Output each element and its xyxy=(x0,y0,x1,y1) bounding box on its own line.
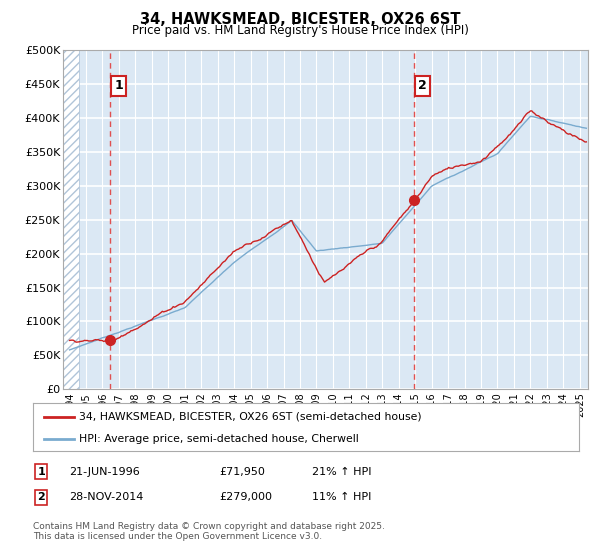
Text: 21-JUN-1996: 21-JUN-1996 xyxy=(69,466,140,477)
Text: 2: 2 xyxy=(418,80,427,92)
Text: 1: 1 xyxy=(37,466,45,477)
Text: Price paid vs. HM Land Registry's House Price Index (HPI): Price paid vs. HM Land Registry's House … xyxy=(131,24,469,37)
Text: 11% ↑ HPI: 11% ↑ HPI xyxy=(312,492,371,502)
Bar xyxy=(63,50,79,389)
Bar xyxy=(63,50,79,389)
Text: 1: 1 xyxy=(115,80,123,92)
Text: £279,000: £279,000 xyxy=(219,492,272,502)
Text: £71,950: £71,950 xyxy=(219,466,265,477)
Text: 34, HAWKSMEAD, BICESTER, OX26 6ST: 34, HAWKSMEAD, BICESTER, OX26 6ST xyxy=(140,12,460,27)
Text: 28-NOV-2014: 28-NOV-2014 xyxy=(69,492,143,502)
Text: 2: 2 xyxy=(37,492,45,502)
Text: HPI: Average price, semi-detached house, Cherwell: HPI: Average price, semi-detached house,… xyxy=(79,434,359,444)
Text: 34, HAWKSMEAD, BICESTER, OX26 6ST (semi-detached house): 34, HAWKSMEAD, BICESTER, OX26 6ST (semi-… xyxy=(79,412,422,422)
Text: 21% ↑ HPI: 21% ↑ HPI xyxy=(312,466,371,477)
Text: Contains HM Land Registry data © Crown copyright and database right 2025.
This d: Contains HM Land Registry data © Crown c… xyxy=(33,522,385,542)
